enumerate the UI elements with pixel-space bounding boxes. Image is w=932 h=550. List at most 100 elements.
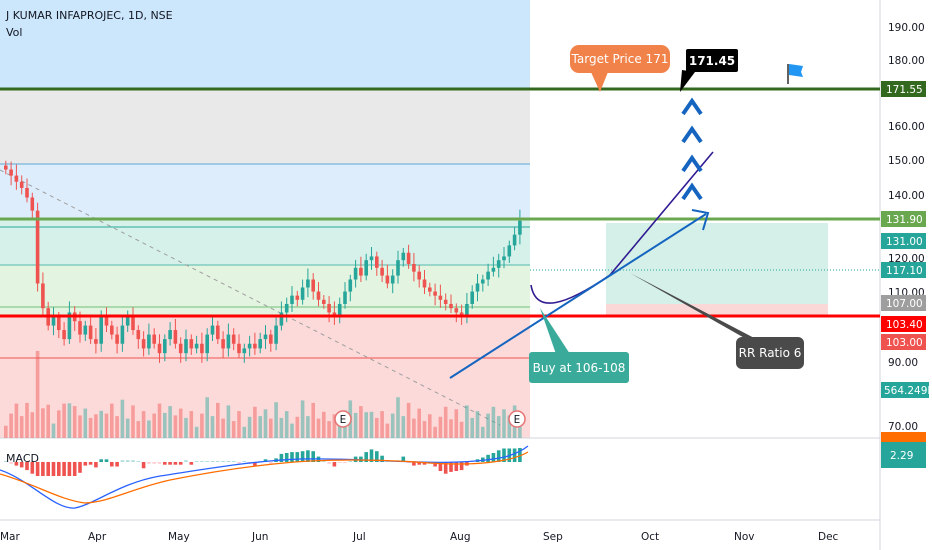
time-axis[interactable]: Mar Apr May Jun Jul Aug Sep Oct Nov Dec <box>0 531 839 543</box>
price-note[interactable]: 171.45 <box>680 49 738 92</box>
volume-bar <box>486 413 490 438</box>
candle-body <box>412 263 416 272</box>
volume-bar <box>300 400 305 438</box>
candle-body <box>512 234 517 246</box>
macd-histogram-bar <box>284 453 289 462</box>
macd-histogram-bar <box>332 462 337 467</box>
macd-histogram-bar <box>35 462 40 476</box>
price-tag-box <box>881 262 926 278</box>
candle-body <box>475 283 480 292</box>
candle-body <box>115 334 119 344</box>
macd-histogram-bar <box>518 448 522 462</box>
volume-bar <box>337 420 342 438</box>
earnings-marker[interactable]: E <box>334 410 352 428</box>
candle-body <box>364 260 368 276</box>
up-chevron-icon <box>681 154 703 173</box>
volume-bar <box>322 411 326 438</box>
candle-body <box>422 279 427 288</box>
buy-note-text: Buy at 106-108 <box>533 361 626 375</box>
candle-body <box>19 181 24 188</box>
volume-bar <box>258 416 262 438</box>
rr-note[interactable]: RR Ratio 6 <box>630 273 804 369</box>
price-axis-tick: 140.00 <box>888 190 925 202</box>
candle-body <box>311 279 315 292</box>
candle-body <box>454 308 459 313</box>
earnings-marker[interactable]: E <box>508 410 526 428</box>
volume-bar <box>152 413 156 438</box>
macd-histogram-bar <box>157 462 162 464</box>
price-tag-box <box>881 211 926 227</box>
candle-body <box>470 291 474 304</box>
candle-body <box>104 316 109 326</box>
price-tag-box <box>881 81 926 97</box>
buy-note-box <box>529 352 629 383</box>
macd-histogram-bar <box>443 462 448 474</box>
volume-tag-text: 564.249K <box>884 385 932 397</box>
volume-bar <box>25 402 29 438</box>
macd-histogram-bar <box>486 454 490 462</box>
candle-body <box>343 291 347 304</box>
volume-bar <box>279 417 284 438</box>
volume-bar <box>491 406 496 438</box>
candle-body <box>178 343 183 354</box>
macd-histogram-bar <box>163 462 167 465</box>
volume-bar <box>125 418 130 438</box>
target-note-text: Target Price 171 <box>571 52 669 66</box>
candle-body <box>274 325 278 344</box>
volume-bar <box>226 405 231 438</box>
macd-histogram-bar <box>99 459 103 462</box>
volume-bar <box>459 421 464 438</box>
macd-histogram-bar <box>152 462 156 464</box>
volume-indicator-label[interactable]: Vol <box>6 26 22 39</box>
buy-note[interactable]: Buy at 106-108 <box>529 308 629 383</box>
macd-histogram-bar <box>406 462 411 463</box>
volume-bar <box>9 413 13 438</box>
flag-cloth <box>789 64 803 77</box>
macd-histogram-bar <box>512 448 517 462</box>
macd-histogram-bar <box>422 462 427 465</box>
flag-icon[interactable] <box>787 64 803 84</box>
price-tag-text: 131.00 <box>886 236 923 248</box>
macd-histogram-bar <box>216 461 220 462</box>
volume-bar <box>470 417 474 438</box>
target-note[interactable]: Target Price 171 <box>570 45 670 92</box>
symbol-title[interactable]: J KUMAR INFAPROJEC, 1D, NSE <box>5 9 173 22</box>
macd-histogram-bar <box>46 462 50 476</box>
volume-bar <box>422 421 427 438</box>
macd-line <box>0 445 529 509</box>
macd-indicator-label[interactable]: MACD <box>6 452 39 465</box>
up-chevron-icon <box>681 125 703 144</box>
time-axis-tick: Mar <box>0 531 20 543</box>
price-axis-tick: 160.00 <box>888 121 925 133</box>
candle-body <box>94 339 98 344</box>
price-tag-text: 103.40 <box>886 319 923 331</box>
candle-body <box>110 325 114 335</box>
candle-body <box>14 175 19 182</box>
candle-body <box>465 303 469 317</box>
macd-histogram-bar <box>343 462 347 463</box>
candle-body <box>136 330 141 340</box>
candle-body <box>353 267 358 280</box>
time-axis-tick: Nov <box>734 531 755 543</box>
candle-body <box>41 283 45 309</box>
macd-histogram-bar <box>136 461 141 462</box>
candle-body <box>359 267 363 276</box>
candle-body <box>496 260 501 268</box>
up-chevron-icon <box>681 182 703 201</box>
macd-histogram-bar <box>496 450 501 462</box>
candle-body <box>433 291 437 296</box>
macd-histogram-bar <box>62 462 66 476</box>
volume-bar <box>46 404 50 438</box>
time-axis-tick: Dec <box>818 531 839 543</box>
price-note-text: 171.45 <box>689 54 735 68</box>
candle-body <box>88 325 93 340</box>
zone-grey <box>0 89 530 164</box>
price-tag-text: 107.00 <box>886 298 923 310</box>
macd-histogram-bar <box>263 459 268 462</box>
volume-bar <box>178 408 183 438</box>
macd-histogram-bar <box>459 462 464 471</box>
macd-histogram-bar <box>78 462 82 473</box>
volume-bar <box>205 397 209 438</box>
macd-histogram-bar <box>279 453 284 462</box>
